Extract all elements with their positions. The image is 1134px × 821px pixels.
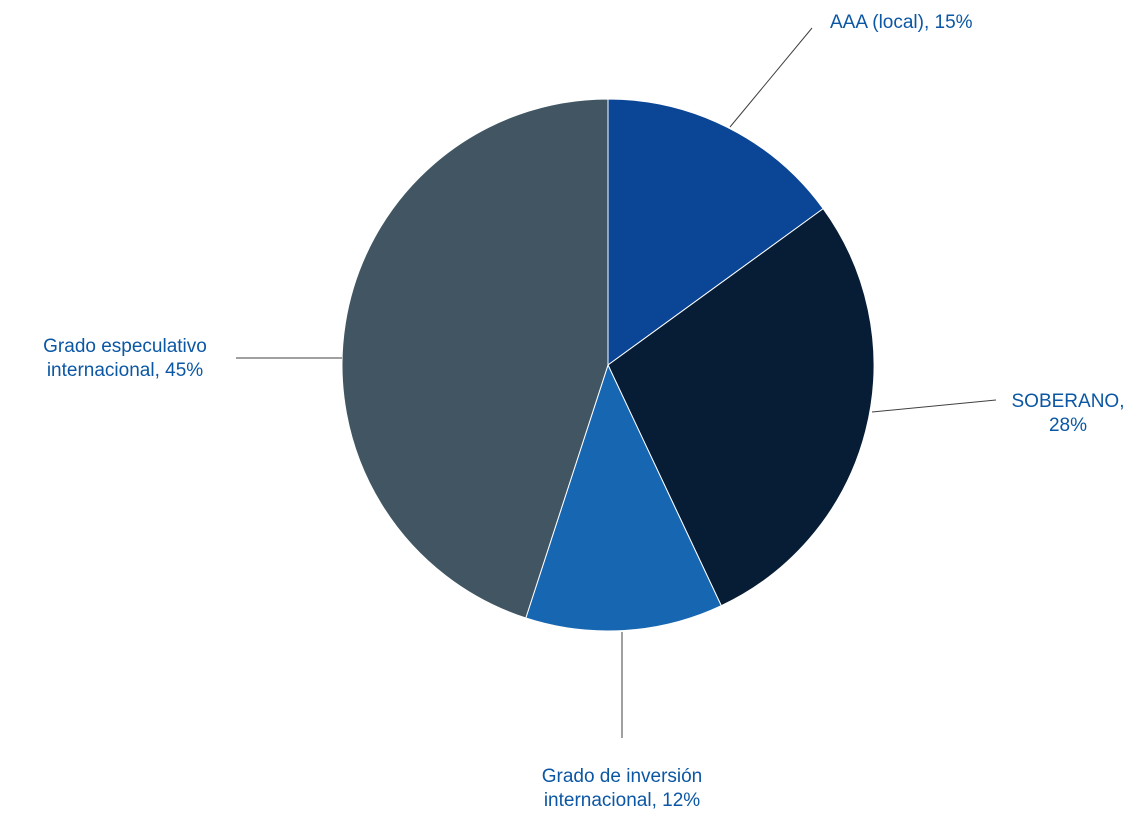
leader-line-soberano	[871, 399, 997, 413]
pie-slice-grado-especulativo-internacional[interactable]	[341, 98, 609, 619]
data-label-grado-de-inversion-internacional: Grado de inversión internacional, 12%	[542, 766, 703, 811]
data-label-line: internacional, 45%	[47, 360, 203, 381]
data-label-line: Grado especulativo	[43, 336, 207, 357]
data-label-line: SOBERANO,	[1012, 391, 1125, 412]
data-label-line: Grado de inversión	[542, 766, 703, 787]
data-label-line: 28%	[1049, 415, 1087, 436]
data-label-soberano: SOBERANO, 28%	[1012, 391, 1125, 436]
data-label-line: AAA (local), 15%	[830, 12, 973, 33]
pie-slice-aaa-local[interactable]	[607, 98, 824, 366]
data-label-aaa-local: AAA (local), 15%	[830, 12, 973, 33]
leader-lines-layer	[236, 27, 997, 738]
pie-slice-grado-de-inversion-internacional[interactable]	[525, 363, 722, 632]
leader-line-aaa-local	[729, 27, 813, 128]
slices-layer	[341, 98, 875, 632]
labels-layer: AAA (local), 15% SOBERANO, 28% Grado de inv…	[43, 12, 1124, 811]
pie-slice-soberano[interactable]	[607, 207, 875, 607]
data-label-grado-especulativo-internacional: Grado especulativo internacional, 45%	[43, 336, 207, 381]
data-label-line: internacional, 12%	[544, 790, 700, 811]
